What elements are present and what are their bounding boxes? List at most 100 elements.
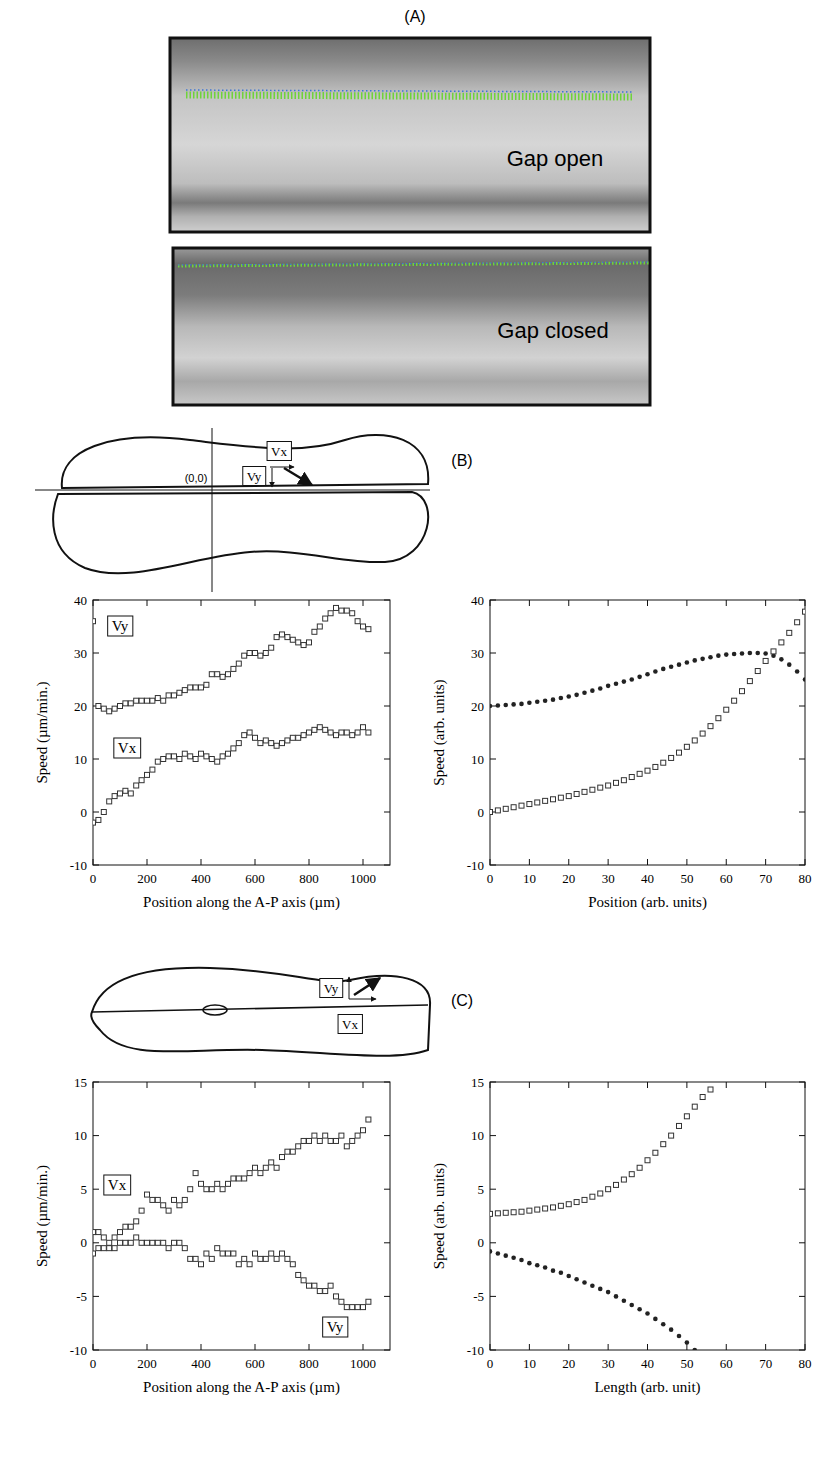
tracking-line [186,95,634,97]
point [334,1294,339,1299]
point [204,1187,209,1192]
y-tick-label: 10 [74,752,87,767]
y-tick-label: 0 [81,1235,88,1250]
point [188,1256,193,1261]
x-tick-label: 80 [799,1356,812,1371]
y-tick [384,1296,390,1297]
x-tick-label: 70 [759,1356,772,1371]
point [795,620,800,625]
x-tick-label: 800 [299,1356,319,1371]
point [661,1142,666,1147]
point [350,733,355,738]
data-area [490,609,805,814]
point [653,1150,658,1155]
point [112,1246,117,1251]
point [535,800,540,805]
y-tick [384,1242,390,1243]
x-tick [529,1344,530,1350]
y-tick-label: -10 [70,1343,87,1358]
point [779,640,784,645]
y-tick [384,865,390,866]
point [263,738,268,743]
x-tick [608,859,609,865]
panel-label: (C) [451,992,473,1009]
point [669,1327,674,1332]
x-tick-label: 800 [299,871,319,886]
point [182,1197,187,1202]
point [118,1240,123,1245]
x-tick [568,859,569,865]
point [269,645,274,650]
x-tick [686,859,687,865]
chart: 02004006008001000-10-5051015Position alo… [34,1075,390,1397]
x-tick [147,859,148,865]
y-axis-title: Speed (µm/min.) [34,682,51,784]
y-tick-label: 10 [471,1128,484,1143]
point [215,759,220,764]
y-tick [93,1135,99,1136]
point [199,1262,204,1267]
label-box [267,442,291,461]
point [280,741,285,746]
point [323,1289,328,1294]
point [101,1235,106,1240]
point [535,1207,540,1212]
point [606,783,611,788]
x-tick [93,1082,94,1088]
point [199,1181,204,1186]
point [366,627,371,632]
photo [170,38,650,232]
point [519,702,524,707]
point [226,1181,231,1186]
x-axis-title: Length (arb. unit) [594,1379,700,1396]
series-label: Vy [324,981,339,996]
point [355,1133,360,1138]
data-area [93,1117,371,1310]
point [274,1165,279,1170]
point [123,701,128,706]
x-tick [568,1344,569,1350]
point [606,1187,611,1192]
data-area [93,605,371,825]
point [253,651,258,656]
point [614,681,619,686]
x-tick [805,859,806,865]
x-tick-label: 20 [562,871,575,886]
y-tick-label: 40 [74,593,87,608]
point [236,1176,241,1181]
point [290,735,295,740]
point [269,1251,274,1256]
y-tick [799,1296,805,1297]
arrow [270,467,294,468]
point [566,694,571,699]
point [93,820,96,825]
point [787,630,792,635]
point [258,741,263,746]
point [247,1171,252,1176]
point [350,1138,355,1143]
point [145,772,150,777]
outline [91,968,430,1056]
x-tick [608,1344,609,1350]
point [716,653,721,658]
point [296,1144,301,1149]
y-tick-label: 30 [74,646,87,661]
point [247,651,252,656]
point [590,1194,595,1199]
point [677,1334,682,1339]
x-tick [805,1344,806,1350]
point [145,1240,150,1245]
point [242,1256,247,1261]
y-tick [799,1082,805,1083]
point [344,608,349,613]
series [490,1249,697,1350]
x-tick [529,1082,530,1088]
y-tick [799,706,805,707]
x-tick [309,600,310,606]
point [692,658,697,663]
series [490,609,805,814]
chart: 02004006008001000-10010203040Position al… [34,593,390,912]
y-tick [799,1350,805,1351]
point [574,791,579,796]
y-tick [490,600,496,601]
